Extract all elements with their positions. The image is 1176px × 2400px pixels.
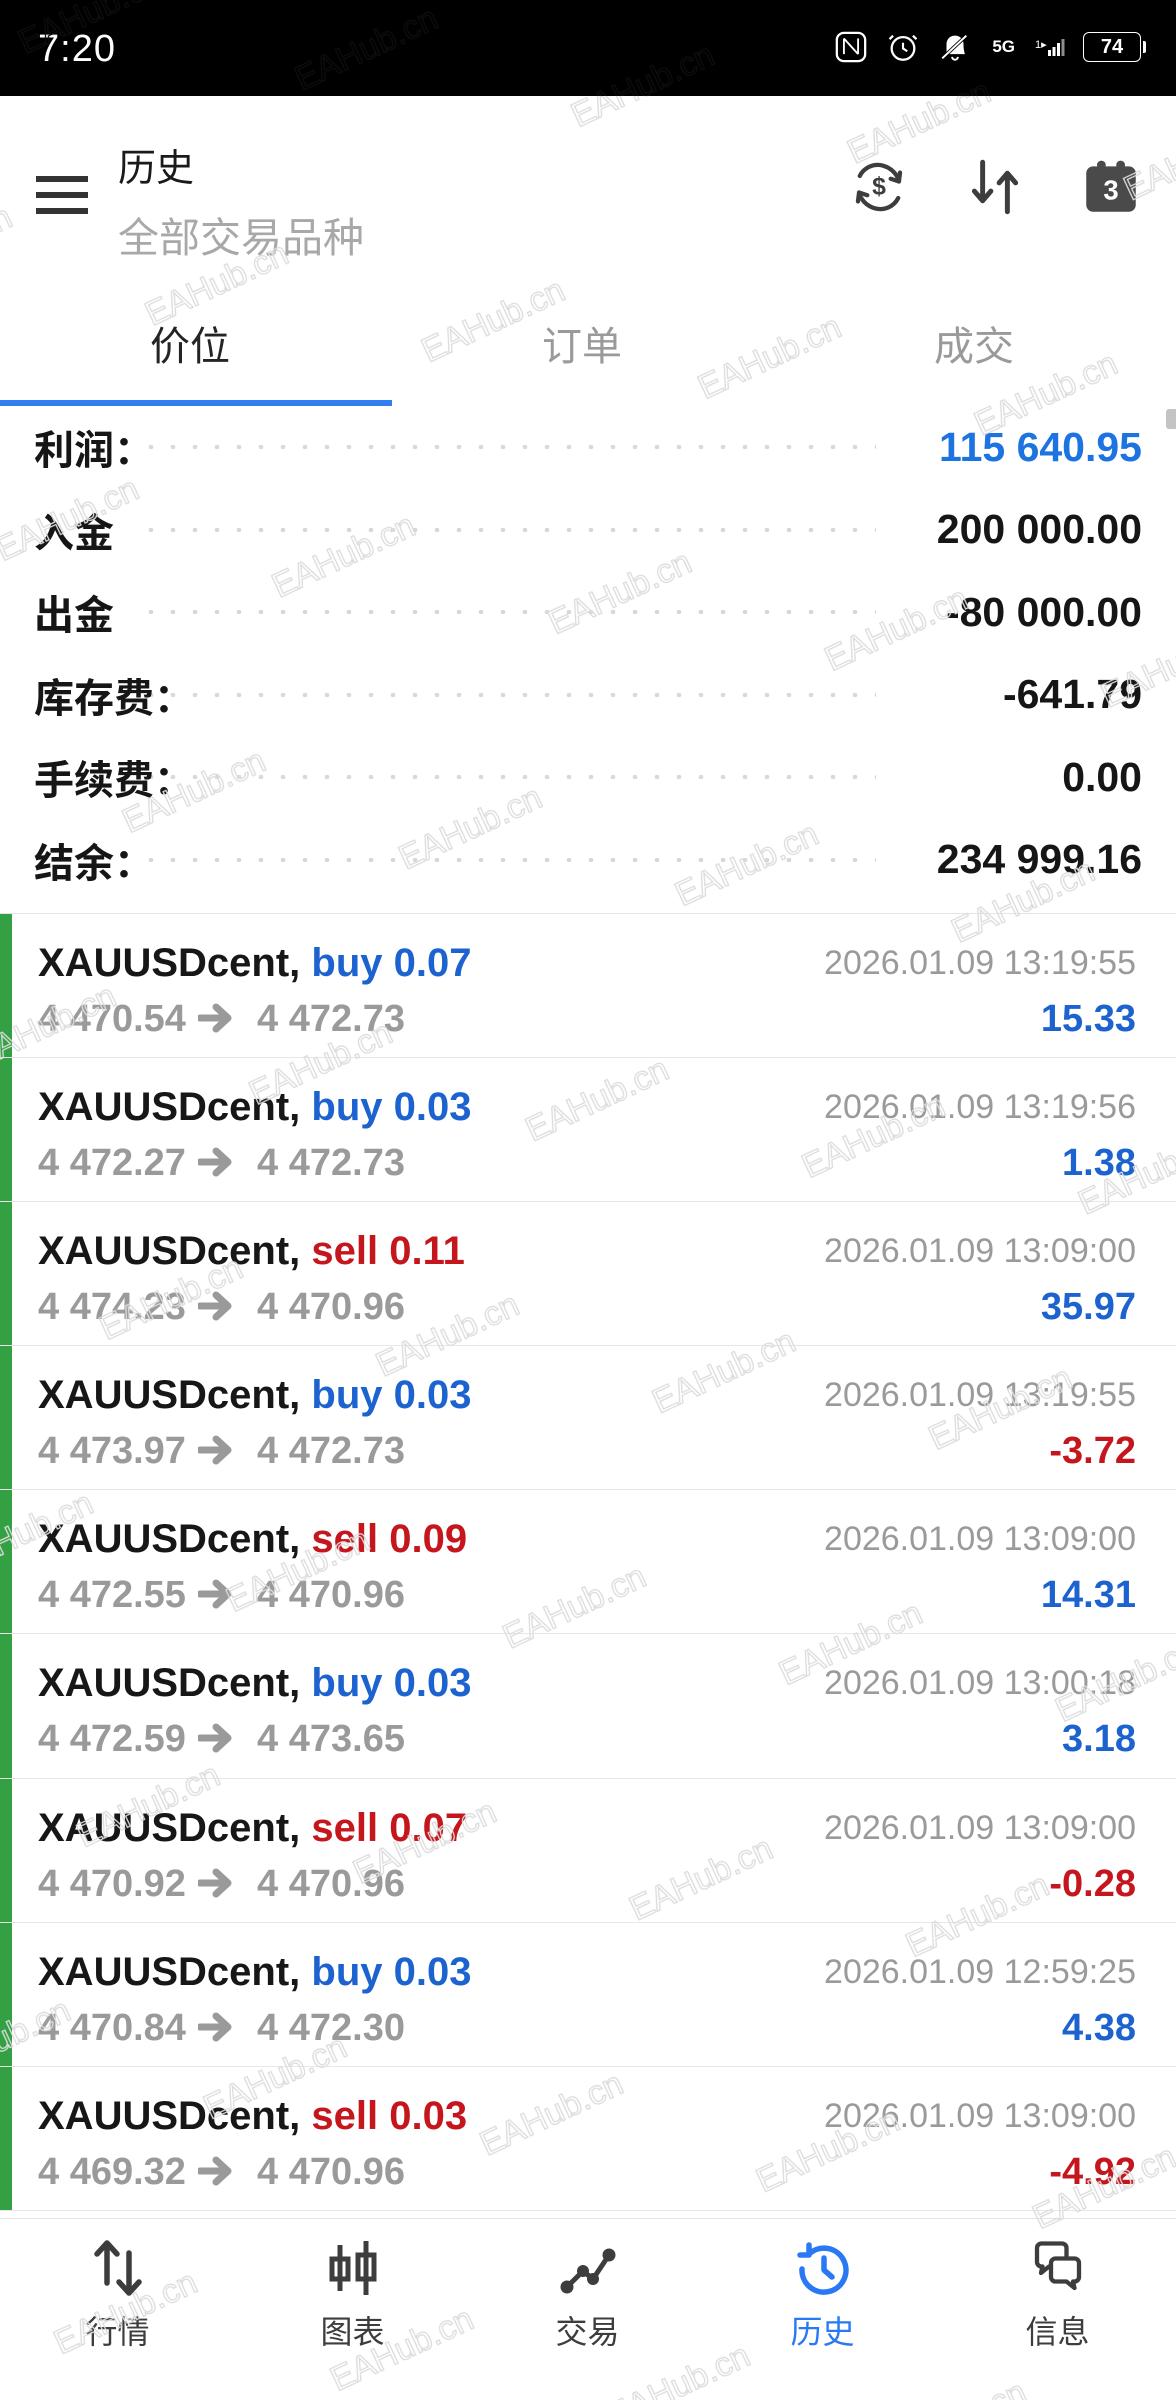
svg-text:$: $ [872, 174, 886, 201]
svg-text:1▸: 1▸ [1035, 39, 1047, 51]
svg-text:3: 3 [1103, 174, 1118, 205]
